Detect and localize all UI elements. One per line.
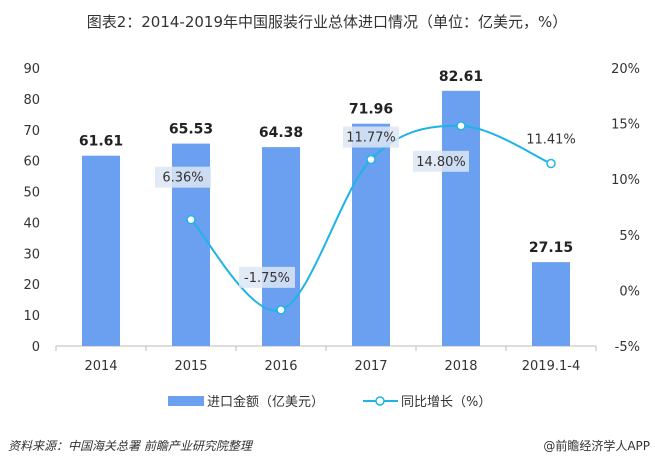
growth-label-background xyxy=(413,150,469,172)
x-tick-label: 2015 xyxy=(174,359,207,374)
left-tick-label: 0 xyxy=(32,340,40,355)
chart-title: 图表2：2014-2019年中国服装行业总体进口情况（单位：亿美元，%） xyxy=(87,13,568,31)
growth-label-background xyxy=(155,166,211,188)
growth-line xyxy=(190,124,552,312)
left-tick-label: 50 xyxy=(23,186,40,201)
left-tick-label: 20 xyxy=(23,278,40,293)
left-tick-label: 10 xyxy=(23,309,40,324)
right-tick-label: 20% xyxy=(611,62,640,77)
bar-value-label: 27.15 xyxy=(529,240,573,256)
x-tick-label: 2014 xyxy=(84,359,117,374)
growth-label-background xyxy=(343,126,399,148)
bar-value-label: 82.61 xyxy=(439,69,483,85)
right-tick-label: 5% xyxy=(619,229,640,244)
bar xyxy=(442,90,480,346)
legend-bar-label: 进口金额（亿美元） xyxy=(207,394,324,410)
growth-value-label: 6.36% xyxy=(162,171,203,186)
x-tick-label: 2019.1-4 xyxy=(522,359,580,374)
growth-value-label: 14.80% xyxy=(416,155,466,170)
right-tick-label: 15% xyxy=(611,118,640,133)
growth-value-label: 11.41% xyxy=(526,133,576,148)
x-tick-label: 2018 xyxy=(444,359,477,374)
growth-point xyxy=(546,158,556,169)
bar-value-label: 65.53 xyxy=(169,122,213,138)
left-tick-label: 80 xyxy=(23,93,40,108)
growth-point xyxy=(186,214,196,225)
left-tick-label: 40 xyxy=(23,216,40,231)
x-tick-label: 2017 xyxy=(354,359,387,374)
x-tick-label: 2016 xyxy=(264,359,297,374)
legend-line-label: 同比增长（%） xyxy=(401,395,491,410)
bar xyxy=(532,262,570,346)
left-tick-label: 90 xyxy=(23,62,40,77)
brand-credit: @前瞻经济学人APP xyxy=(543,438,650,453)
bar-value-label: 71.96 xyxy=(349,102,393,118)
legend-line-marker xyxy=(375,396,385,406)
growth-value-label: 11.77% xyxy=(346,131,396,146)
growth-point xyxy=(456,121,466,131)
right-tick-label: 0% xyxy=(619,284,640,299)
bar-value-label: 64.38 xyxy=(259,125,303,141)
left-tick-label: 60 xyxy=(23,155,40,170)
left-tick-label: 30 xyxy=(23,247,40,262)
bar xyxy=(262,147,300,346)
bar xyxy=(82,155,120,346)
legend-bar-swatch xyxy=(168,396,204,406)
growth-point xyxy=(366,154,376,165)
right-tick-label: 10% xyxy=(611,173,640,188)
right-tick-label: -5% xyxy=(615,340,640,355)
bar-value-label: 61.61 xyxy=(79,134,123,150)
left-tick-label: 70 xyxy=(23,124,40,139)
legend: 进口金额（亿美元） 同比增长（%） xyxy=(168,394,491,410)
growth-label-background xyxy=(239,266,295,288)
growth-point xyxy=(276,305,286,315)
growth-value-label: -1.75% xyxy=(244,271,290,286)
source-note: 资料来源：中国海关总署 前瞻产业研究院整理 xyxy=(8,439,254,453)
